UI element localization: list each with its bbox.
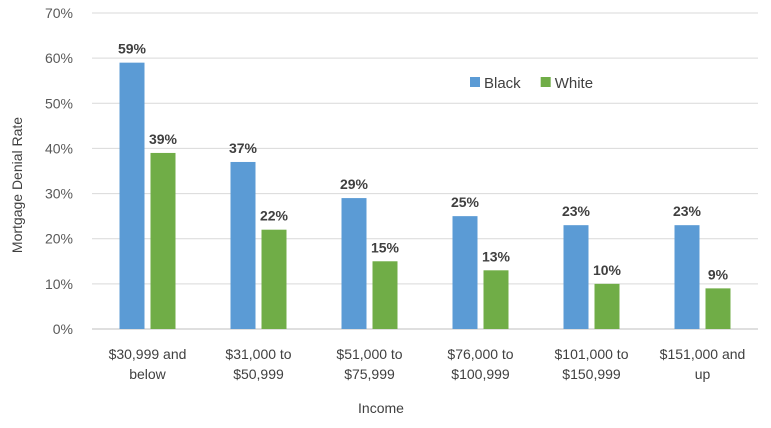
legend: Black White [470,75,593,92]
bar-black [563,225,589,329]
x-tick-label: $76,000 to $100,999 [447,346,513,382]
data-label: 25% [451,194,480,210]
x-tick-label: $151,000 and up [660,346,746,382]
bar-white [705,288,731,329]
y-tick-label: 60% [45,50,73,66]
data-label: 37% [229,140,258,156]
data-label: 15% [371,239,400,255]
data-label: 23% [562,203,591,219]
data-labels: 59% 39% 37% 22% 29% 15% 25% 13% 23% 10% 23% 9% [118,41,729,283]
data-label: 23% [673,203,702,219]
y-tick-label: 10% [45,276,73,292]
y-tick-label: 0% [53,321,73,337]
y-axis-ticks: 0% 10% 20% 30% 40% 50% 60% 70% [45,5,73,337]
y-tick-label: 50% [45,95,73,111]
x-axis-title: Income [358,400,404,416]
data-label: 39% [149,131,178,147]
y-tick-label: 20% [45,231,73,247]
x-tick-label: $30,999 and below [109,346,187,382]
bar-black [230,161,256,329]
bar-white [261,229,287,329]
bar-white [372,261,398,329]
y-tick-label: 30% [45,186,73,202]
bar-black [119,62,145,330]
bar-white [594,283,620,329]
data-label: 9% [708,266,729,282]
y-axis-title: Mortgage Denial Rate [9,117,25,253]
data-label: 10% [593,262,622,278]
bar-black [452,216,478,329]
legend-label: Black [484,75,521,92]
x-tick-label: $31,000 to $50,999 [225,346,291,382]
legend-swatch [540,77,551,87]
x-tick-label: $101,000 to $150,999 [555,346,629,382]
y-tick-label: 40% [45,140,73,156]
data-label: 13% [482,248,511,264]
x-tick-label: $51,000 to $75,999 [336,346,402,382]
data-label: 59% [118,41,147,57]
gridlines [92,12,758,330]
bar-black [674,225,700,329]
legend-swatch [470,77,480,87]
bar-white [483,270,509,329]
data-label: 22% [260,208,289,224]
y-tick-label: 70% [45,5,73,21]
bar-white [150,152,176,329]
legend-label: White [555,75,593,92]
bar-black [341,198,367,329]
bars [119,62,731,330]
data-label: 29% [340,176,369,192]
x-axis-ticks: $30,999 and below $31,000 to $50,999 $51,000… [109,346,746,382]
